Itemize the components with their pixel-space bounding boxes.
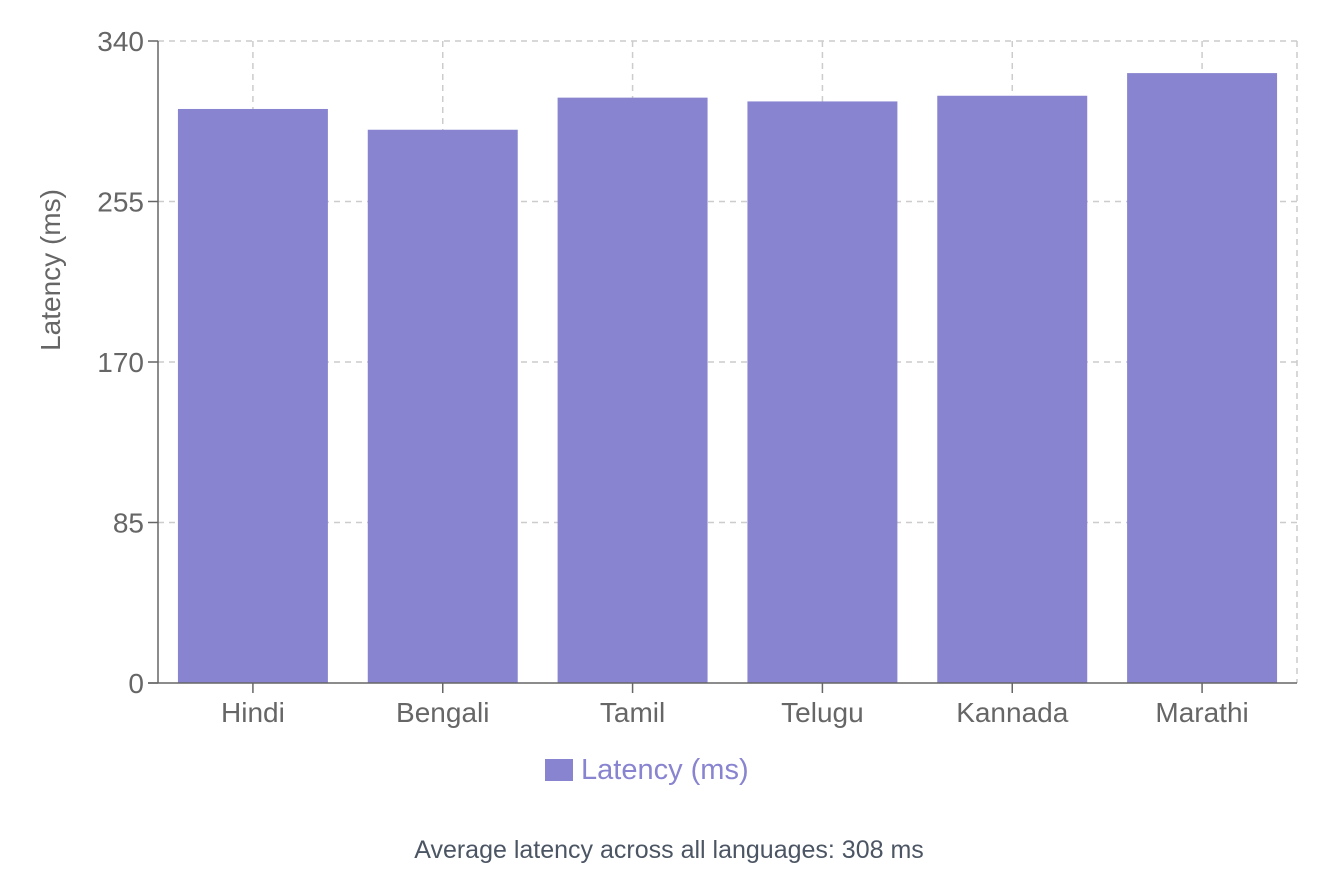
legend[interactable]: Latency (ms) — [545, 754, 749, 786]
x-tick-label: Hindi — [221, 697, 285, 728]
y-axis-ticks: 0 85 170 255 340 — [97, 26, 158, 699]
bar-kannada[interactable] — [937, 95, 1088, 683]
bar-bengali[interactable] — [367, 129, 518, 683]
y-tick-label: 170 — [97, 347, 144, 378]
x-tick-label: Bengali — [396, 697, 489, 728]
bar-marathi[interactable] — [1127, 73, 1278, 684]
bar-tamil[interactable] — [557, 97, 708, 684]
x-axis-ticks: Hindi Bengali Tamil Telugu Kannada Marathi — [221, 683, 1249, 728]
legend-label: Latency (ms) — [581, 754, 749, 786]
latency-bar-chart: 0 85 170 255 340 Hindi Bengali Tamil Telugu Kann… — [35, 26, 1298, 786]
x-tick-label: Telugu — [781, 697, 864, 728]
bars — [177, 73, 1278, 684]
bar-hindi[interactable] — [177, 108, 328, 684]
x-tick-label: Marathi — [1155, 697, 1248, 728]
bar-telugu[interactable] — [747, 101, 898, 684]
x-tick-label: Kannada — [956, 697, 1069, 728]
legend-swatch — [545, 759, 573, 781]
x-tick-label: Tamil — [600, 697, 665, 728]
y-axis-title: Latency (ms) — [35, 189, 66, 351]
average-latency-note: Average latency across all languages: 30… — [414, 836, 924, 864]
y-tick-label: 0 — [128, 668, 144, 699]
y-tick-label: 340 — [97, 26, 144, 57]
grid-lines — [158, 40, 1298, 683]
y-tick-label: 255 — [97, 187, 144, 218]
y-tick-label: 85 — [113, 508, 144, 539]
